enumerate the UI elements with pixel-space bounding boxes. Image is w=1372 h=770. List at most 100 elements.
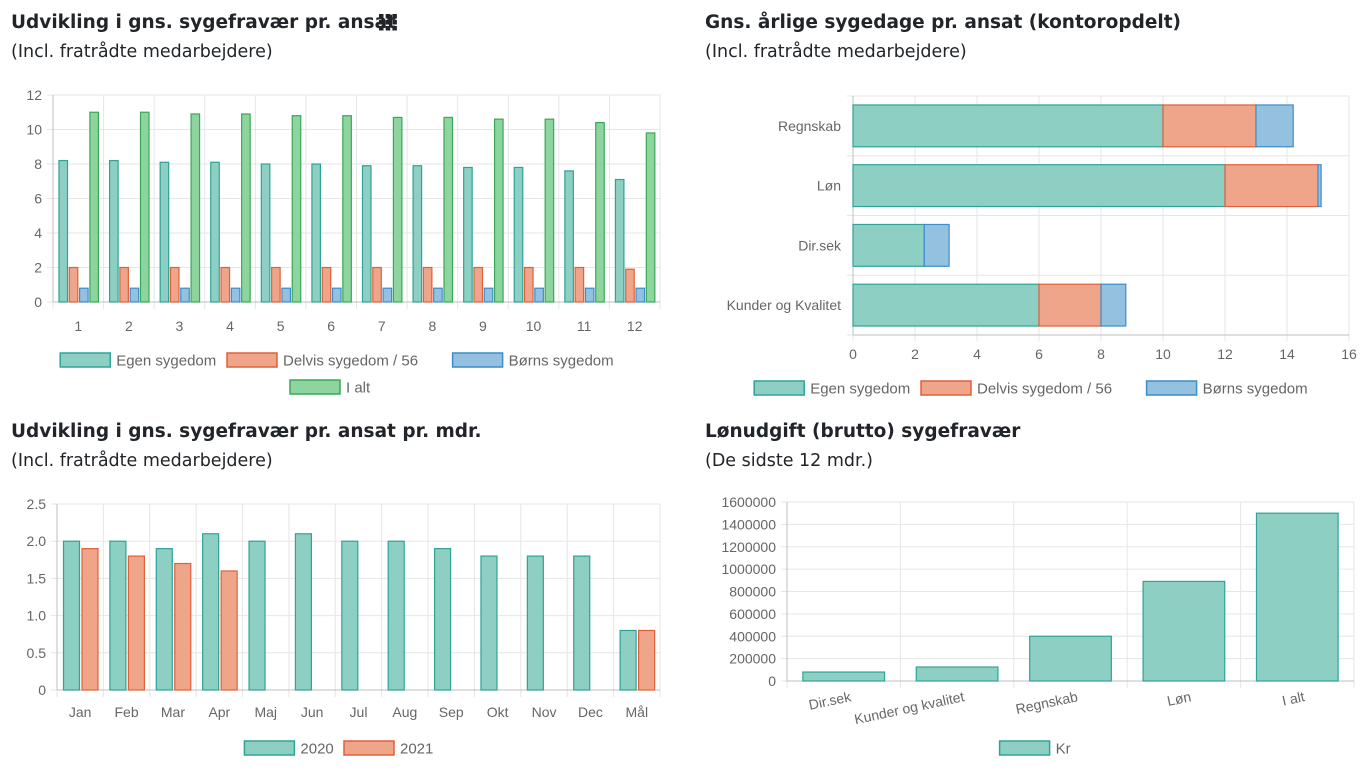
chart1-bar-delvis-sygedom-56-4[interactable]: [220, 266, 231, 303]
chart1-bar-egen-sygedom-8[interactable]: [412, 165, 423, 303]
chart1-legend-label-egen-sygedom[interactable]: Egen sygedom: [116, 352, 216, 369]
chart2-bar-børns-sygedom-regnskab[interactable]: [1255, 104, 1294, 148]
chart3-legend-label-2020[interactable]: 2020: [300, 740, 333, 757]
chart4-legend-swatch-kr[interactable]: [998, 740, 1051, 756]
chart1-bar-børns-sygedom-6[interactable]: [331, 287, 342, 303]
chart1-bar-egen-sygedom-3[interactable]: [159, 161, 170, 303]
grid-menu-icon[interactable]: [378, 12, 398, 32]
chart1-bar-egen-sygedom-2[interactable]: [108, 159, 119, 303]
chart3-bar-2020-maj[interactable]: [248, 540, 266, 691]
chart1-bar-i-alt-2[interactable]: [139, 111, 150, 303]
chart1-bar-i-alt-11[interactable]: [595, 121, 605, 303]
chart2-bar-børns-sygedom-dir-sek[interactable]: [923, 223, 950, 267]
chart1-bar-delvis-sygedom-56-5[interactable]: [271, 266, 281, 303]
chart3-bar-2021-mål[interactable]: [638, 629, 656, 691]
chart4-bar-i-alt[interactable]: [1255, 512, 1339, 682]
chart1-bar-børns-sygedom-2[interactable]: [129, 287, 140, 303]
chart1-bar-delvis-sygedom-56-11[interactable]: [574, 266, 585, 303]
chart3-bar-2020-mar[interactable]: [155, 548, 173, 691]
chart3-bar-2021-mar[interactable]: [174, 562, 192, 691]
chart1-bar-delvis-sygedom-56-9[interactable]: [473, 266, 484, 303]
chart3-bar-2021-feb[interactable]: [127, 555, 145, 691]
chart1-bar-egen-sygedom-10[interactable]: [513, 166, 524, 303]
chart1-bar-egen-sygedom-6[interactable]: [311, 163, 322, 303]
chart4-bar-dir-sek[interactable]: [802, 671, 886, 682]
chart3-bar-2021-apr[interactable]: [220, 570, 238, 691]
chart1-bar-børns-sygedom-10[interactable]: [534, 287, 544, 303]
chart2-bar-egen-sygedom-løn[interactable]: [852, 164, 1226, 208]
chart2-bar-delvis-sygedom-56-regnskab[interactable]: [1162, 104, 1257, 148]
chart2-bar-egen-sygedom-dir-sek[interactable]: [852, 223, 925, 267]
chart2-bar-egen-sygedom-regnskab[interactable]: [852, 104, 1164, 148]
chart4-bar-regnskab[interactable]: [1029, 635, 1112, 682]
chart1-legend-swatch-børns-sygedom[interactable]: [451, 352, 504, 368]
chart3-bar-2021-jan[interactable]: [81, 548, 99, 691]
chart2-legend-label-delvis-sygedom-56[interactable]: Delvis sygedom / 56: [977, 380, 1112, 397]
chart1-legend-swatch-i-alt[interactable]: [289, 379, 341, 395]
chart3-bar-2020-okt[interactable]: [480, 555, 498, 691]
chart1-bar-egen-sygedom-1[interactable]: [58, 159, 69, 303]
chart1-bar-i-alt-1[interactable]: [89, 111, 100, 303]
chart1-bar-i-alt-5[interactable]: [291, 115, 302, 303]
chart4-bar-kunder-og-kvalitet[interactable]: [915, 666, 999, 682]
chart1-bar-i-alt-4[interactable]: [241, 113, 251, 303]
chart2-legend-swatch-børns-sygedom[interactable]: [1145, 380, 1198, 396]
chart1-bar-børns-sygedom-8[interactable]: [433, 287, 443, 303]
chart3-bar-2020-aug[interactable]: [387, 540, 405, 691]
chart1-bar-egen-sygedom-11[interactable]: [564, 170, 574, 303]
chart3-legend-swatch-2021[interactable]: [343, 740, 395, 756]
chart1-legend-label-børns-sygedom[interactable]: Børns sygedom: [509, 352, 614, 369]
chart1-bar-børns-sygedom-11[interactable]: [584, 287, 595, 303]
chart1-bar-i-alt-3[interactable]: [190, 113, 201, 303]
chart2-legend-label-egen-sygedom[interactable]: Egen sygedom: [810, 380, 910, 397]
chart3-bar-2020-nov[interactable]: [526, 555, 544, 691]
chart1-bar-børns-sygedom-4[interactable]: [230, 287, 241, 303]
chart1-bar-egen-sygedom-4[interactable]: [210, 161, 220, 303]
chart1-bar-egen-sygedom-7[interactable]: [361, 165, 372, 303]
chart3-bar-2020-dec[interactable]: [573, 555, 591, 691]
chart4-legend-label-kr[interactable]: Kr: [1056, 740, 1071, 757]
chart1-bar-børns-sygedom-12[interactable]: [635, 287, 646, 303]
chart1-bar-delvis-sygedom-56-7[interactable]: [372, 266, 382, 303]
chart2-bar-delvis-sygedom-56-løn[interactable]: [1224, 164, 1319, 208]
chart1-bar-børns-sygedom-9[interactable]: [483, 287, 494, 303]
chart3-bar-2020-mål[interactable]: [619, 629, 637, 691]
chart4-bar-løn[interactable]: [1142, 580, 1226, 682]
chart1-legend-label-delvis-sygedom-56[interactable]: Delvis sygedom / 56: [283, 352, 418, 369]
chart2-bar-børns-sygedom-kunder-og-kvalitet[interactable]: [1100, 283, 1127, 327]
chart2-bar-børns-sygedom-løn[interactable]: [1317, 164, 1322, 208]
chart1-bar-i-alt-7[interactable]: [392, 116, 403, 303]
chart3-bar-2020-jul[interactable]: [341, 540, 359, 691]
chart1-bar-i-alt-10[interactable]: [544, 118, 555, 303]
chart3-bar-2020-jun[interactable]: [294, 533, 313, 691]
chart2-bar-delvis-sygedom-56-kunder-og-kvalitet[interactable]: [1038, 283, 1102, 327]
chart3-bar-2020-apr[interactable]: [202, 533, 220, 691]
chart1-bar-børns-sygedom-3[interactable]: [180, 287, 190, 303]
chart1-bar-delvis-sygedom-56-8[interactable]: [422, 266, 433, 303]
chart1-bar-egen-sygedom-5[interactable]: [260, 163, 271, 303]
chart1-bar-i-alt-9[interactable]: [493, 118, 504, 303]
chart1-legend-label-i-alt[interactable]: I alt: [346, 379, 371, 396]
chart1-bar-egen-sygedom-12[interactable]: [614, 178, 625, 303]
chart1-bar-delvis-sygedom-56-2[interactable]: [119, 266, 129, 303]
chart1-bar-egen-sygedom-9[interactable]: [463, 166, 473, 303]
chart3-bar-2020-jan[interactable]: [62, 540, 81, 691]
chart1-bar-i-alt-8[interactable]: [443, 116, 454, 303]
chart3-legend-label-2021[interactable]: 2021: [400, 740, 433, 757]
chart1-bar-delvis-sygedom-56-1[interactable]: [68, 266, 79, 303]
chart1-bar-delvis-sygedom-56-10[interactable]: [523, 266, 534, 303]
chart1-bar-delvis-sygedom-56-3[interactable]: [169, 266, 180, 303]
chart3-bar-2020-feb[interactable]: [109, 540, 127, 691]
chart3-bar-2020-sep[interactable]: [433, 548, 452, 691]
chart1-bar-i-alt-6[interactable]: [342, 115, 352, 303]
chart1-bar-børns-sygedom-7[interactable]: [382, 287, 393, 303]
chart1-bar-børns-sygedom-5[interactable]: [281, 287, 292, 303]
chart1-bar-børns-sygedom-1[interactable]: [78, 287, 89, 303]
chart1-bar-i-alt-12[interactable]: [645, 132, 656, 303]
chart3-legend-swatch-2020[interactable]: [243, 740, 296, 756]
chart2-legend-swatch-egen-sygedom[interactable]: [753, 380, 805, 396]
chart1-legend-swatch-delvis-sygedom-56[interactable]: [226, 352, 278, 368]
chart2-legend-swatch-delvis-sygedom-56[interactable]: [920, 380, 972, 396]
chart1-legend-swatch-egen-sygedom[interactable]: [59, 352, 111, 368]
chart2-bar-egen-sygedom-kunder-og-kvalitet[interactable]: [852, 283, 1040, 327]
